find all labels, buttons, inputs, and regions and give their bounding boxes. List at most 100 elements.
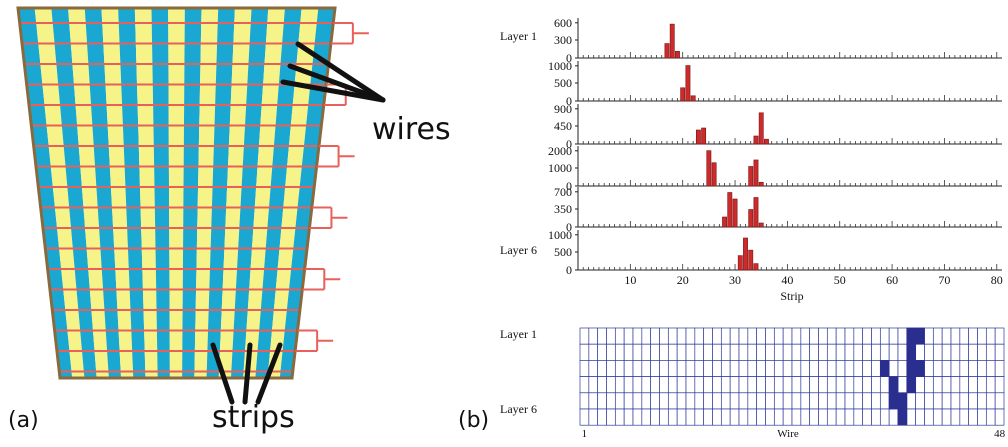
y-tick-label: 450 bbox=[554, 119, 572, 133]
wire-cell bbox=[650, 376, 660, 394]
wire-cell bbox=[879, 343, 890, 361]
wire-cell bbox=[765, 392, 775, 410]
wire-cell bbox=[977, 376, 987, 394]
wire-cell bbox=[597, 392, 607, 410]
wire-cell bbox=[720, 327, 731, 345]
wire-cell bbox=[720, 392, 731, 410]
wire-cell bbox=[694, 343, 705, 361]
wire-cell bbox=[959, 376, 970, 394]
cathode-strip bbox=[206, 8, 235, 378]
strip-hit-bar bbox=[732, 198, 738, 228]
y-tick-label: 1000 bbox=[548, 161, 572, 175]
wire-cell bbox=[747, 343, 758, 361]
wire-cell bbox=[959, 327, 970, 345]
wire-cell bbox=[791, 360, 802, 377]
wire-cell bbox=[703, 360, 713, 377]
wire-cell bbox=[941, 376, 952, 394]
wire-hit-cell bbox=[906, 343, 917, 361]
y-tick-label: 0 bbox=[566, 137, 572, 151]
wire-cell bbox=[844, 343, 855, 361]
wire-hit-cell bbox=[906, 360, 917, 377]
wire-cell bbox=[685, 376, 696, 394]
wire-cell bbox=[835, 376, 846, 394]
wire-cell bbox=[862, 376, 872, 394]
wire-cell bbox=[959, 392, 970, 410]
strip-hit-bar bbox=[743, 237, 748, 271]
wire-cell bbox=[659, 408, 669, 426]
wire-cell bbox=[800, 408, 811, 426]
wire-cell bbox=[959, 360, 970, 377]
y-tick-label: 500 bbox=[554, 245, 572, 259]
wire-cell bbox=[844, 408, 855, 426]
strip-layer-6: 1000 500 0 Layer 6 bbox=[500, 228, 1002, 277]
wire-cell bbox=[588, 392, 599, 410]
x-tick-label: 10 bbox=[624, 273, 636, 287]
wire-cell bbox=[791, 376, 802, 394]
wire-cell bbox=[862, 360, 872, 377]
wire-cell bbox=[712, 343, 722, 361]
wire-cell bbox=[950, 376, 961, 394]
layer-label: Layer 6 bbox=[500, 243, 537, 257]
wire-cell bbox=[782, 327, 793, 345]
cathode-strip bbox=[18, 8, 73, 378]
wire-cell bbox=[738, 343, 749, 361]
wire-cell bbox=[756, 408, 766, 426]
wire-cell bbox=[765, 327, 775, 345]
detector-schematic-panel: wires strips (a) bbox=[0, 0, 470, 442]
wire-cell bbox=[844, 376, 855, 394]
wire-hit-cell bbox=[915, 360, 925, 377]
layer-label: Layer 1 bbox=[500, 327, 537, 341]
layer-label: Layer 1 bbox=[500, 29, 537, 43]
wire-cell bbox=[844, 327, 855, 345]
wire-cell bbox=[950, 343, 961, 361]
wire-cell bbox=[614, 327, 625, 345]
panel-b-tag: (b) bbox=[458, 408, 490, 433]
wire-cell bbox=[729, 343, 740, 361]
y-tick-label: 0 bbox=[566, 94, 572, 108]
cathode-strip bbox=[182, 8, 202, 378]
wire-cell bbox=[800, 360, 811, 377]
wire-cell bbox=[888, 408, 899, 426]
wire-cell bbox=[614, 408, 625, 426]
wire-cell bbox=[676, 327, 687, 345]
wire-cell bbox=[968, 360, 978, 377]
wire-cell bbox=[985, 343, 996, 361]
wire-cell bbox=[703, 392, 713, 410]
wire-cell bbox=[915, 343, 925, 361]
wire-cell bbox=[888, 343, 899, 361]
cathode-strip bbox=[267, 8, 319, 378]
y-tick-label: 700 bbox=[554, 185, 572, 199]
wire-cell bbox=[897, 327, 908, 345]
wire-cell bbox=[826, 392, 837, 410]
wire-cell bbox=[650, 343, 660, 361]
x-tick-label: 70 bbox=[938, 273, 950, 287]
y-tick-label: 1000 bbox=[548, 59, 572, 73]
cathode-strip bbox=[279, 8, 335, 378]
wire-cell bbox=[588, 343, 599, 361]
wire-cell bbox=[729, 392, 740, 410]
wire-cell bbox=[773, 343, 784, 361]
wire-cell bbox=[606, 392, 616, 410]
strip-hit-bar bbox=[753, 197, 759, 228]
wire-cell bbox=[694, 360, 705, 377]
cathode-strip bbox=[243, 8, 285, 378]
wire-cell bbox=[853, 327, 864, 345]
wire-cell bbox=[853, 343, 864, 361]
wire-cell bbox=[614, 360, 625, 377]
wire-cell bbox=[623, 408, 634, 426]
wire-cell bbox=[924, 376, 934, 394]
wire-cell bbox=[641, 376, 652, 394]
wire-cell bbox=[659, 343, 669, 361]
wire-cell bbox=[694, 392, 705, 410]
wire-cell bbox=[809, 360, 819, 377]
wire-cell bbox=[623, 343, 634, 361]
cathode-strip bbox=[68, 8, 109, 378]
cathode-strip bbox=[118, 8, 146, 378]
wire-cell bbox=[676, 376, 687, 394]
cathode-strip bbox=[194, 8, 219, 378]
wire-cell bbox=[579, 392, 590, 410]
wire-cell bbox=[977, 327, 987, 345]
y-tick-label: 0 bbox=[566, 263, 572, 277]
wire-cell bbox=[862, 327, 872, 345]
wire-cell bbox=[756, 392, 766, 410]
